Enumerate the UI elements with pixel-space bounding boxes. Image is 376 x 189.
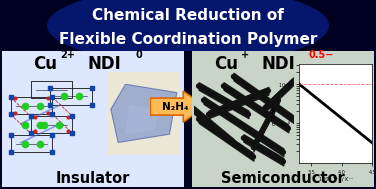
Bar [11, 135, 53, 152]
Text: 0: 0 [135, 50, 142, 60]
FancyBboxPatch shape [0, 48, 188, 189]
FancyBboxPatch shape [188, 48, 376, 189]
Text: Chemical Reduction of: Chemical Reduction of [92, 8, 284, 23]
Text: +: + [241, 50, 249, 60]
Bar [30, 116, 73, 133]
X-axis label: 1000 T⁻¹ / K⁻¹: 1000 T⁻¹ / K⁻¹ [318, 177, 353, 182]
Polygon shape [126, 105, 158, 134]
Text: Semiconductor: Semiconductor [221, 171, 345, 186]
Text: Cu: Cu [33, 55, 57, 73]
Bar [50, 88, 92, 105]
Text: N₂H₄: N₂H₄ [162, 102, 188, 112]
Ellipse shape [47, 0, 329, 64]
Text: 0.5−: 0.5− [308, 50, 334, 60]
Polygon shape [111, 84, 177, 143]
Text: NDI: NDI [261, 55, 295, 73]
Text: 2+: 2+ [60, 50, 75, 60]
Text: Flexible Coordination Polymer: Flexible Coordination Polymer [59, 32, 317, 47]
FancyArrow shape [150, 91, 205, 122]
Y-axis label: σ / Scm⁻¹: σ / Scm⁻¹ [272, 102, 277, 125]
Text: Insulator: Insulator [56, 171, 130, 186]
Bar [30, 81, 73, 98]
Text: NDI: NDI [88, 55, 121, 73]
Text: Cu: Cu [214, 55, 238, 73]
Bar [11, 97, 53, 114]
